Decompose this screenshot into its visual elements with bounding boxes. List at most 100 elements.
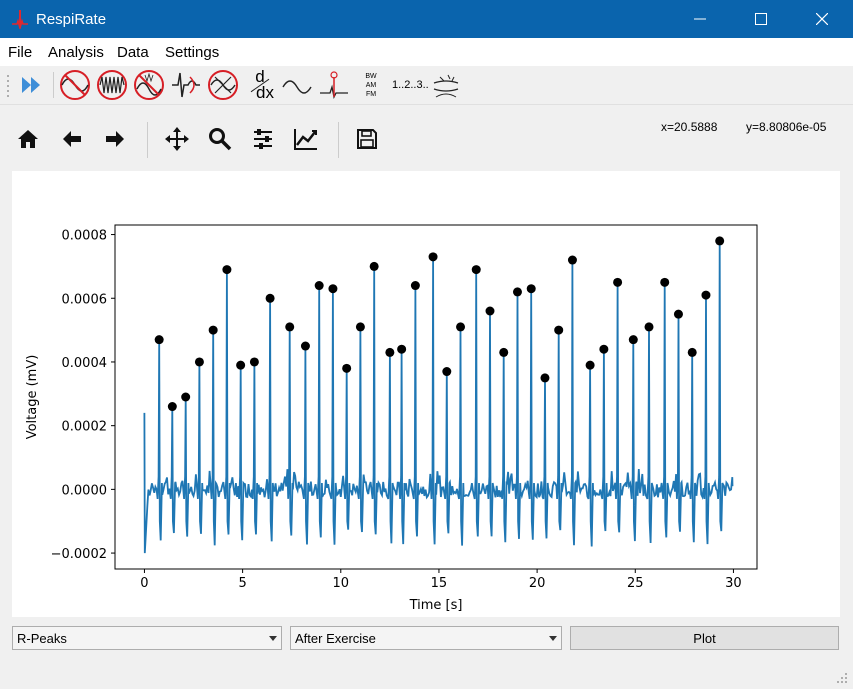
- navigation-toolbar: [0, 110, 853, 170]
- close-button[interactable]: [799, 0, 845, 38]
- minimize-button[interactable]: [677, 0, 723, 38]
- peak-marker-icon[interactable]: [318, 69, 350, 101]
- r-peak-marker: [540, 373, 550, 383]
- r-peak-marker: [300, 341, 310, 351]
- bw-am-fm-icon[interactable]: BW AM FM: [358, 69, 384, 101]
- am-label: AM: [365, 82, 377, 89]
- menu-file[interactable]: File: [8, 44, 33, 61]
- r-peak-marker: [687, 347, 697, 357]
- r-peak-marker: [456, 322, 466, 332]
- analysis-toolbar: d dx BW AM FM 1..2..3..: [0, 66, 853, 105]
- r-peak-marker: [599, 344, 609, 354]
- zoom-icon[interactable]: [205, 124, 235, 154]
- x-axis-label: Time [s]: [409, 598, 463, 613]
- x-tick-label: 25: [627, 576, 644, 591]
- y-tick-label: 0.0006: [62, 292, 108, 307]
- x-tick-label: 15: [431, 576, 448, 591]
- chevron-down-icon: [549, 636, 557, 641]
- plot-button[interactable]: Plot: [570, 626, 839, 650]
- r-peak-marker: [355, 322, 365, 332]
- plot-canvas[interactable]: 0 5 10 15 20 25 30 −0.0002 0.0000 0.0002 0.0004 0.…: [12, 171, 840, 617]
- r-peak-marker: [701, 290, 711, 300]
- r-peak-marker: [585, 360, 595, 370]
- r-peak-marker: [554, 325, 564, 335]
- r-peak-marker: [644, 322, 654, 332]
- r-peak-marker: [314, 281, 324, 291]
- x-tick-label: 20: [529, 576, 546, 591]
- noise-filter-icon[interactable]: [133, 69, 165, 101]
- y-coordinate-readout: y=8.80806e-05: [746, 120, 827, 134]
- fast-forward-icon[interactable]: [16, 69, 48, 101]
- home-icon[interactable]: [13, 124, 43, 154]
- y-tick-label: 0.0008: [62, 229, 108, 244]
- r-peak-marker: [567, 255, 577, 265]
- r-peak-marker: [181, 392, 191, 402]
- r-peak-marker: [397, 344, 407, 354]
- y-tick-label: −0.0002: [51, 547, 107, 562]
- app-icon: [12, 10, 28, 29]
- r-peak-marker: [194, 357, 204, 367]
- x-tick-label: 5: [238, 576, 246, 591]
- menu-data[interactable]: Data: [117, 44, 149, 61]
- maximize-button[interactable]: [738, 0, 784, 38]
- r-peak-marker: [265, 293, 275, 303]
- x-tick-label: 10: [333, 576, 350, 591]
- menu-analysis[interactable]: Analysis: [48, 44, 104, 61]
- edit-curves-icon[interactable]: [291, 124, 321, 154]
- ecg-chart[interactable]: 0 5 10 15 20 25 30 −0.0002 0.0000 0.0002 0.0004 0.…: [12, 171, 840, 617]
- r-peak-marker: [167, 402, 177, 412]
- r-peak-marker: [285, 322, 295, 332]
- r-peak-marker: [512, 287, 522, 297]
- r-peak-marker: [485, 306, 495, 316]
- menu-settings[interactable]: Settings: [165, 44, 220, 61]
- x-tick-label: 30: [725, 576, 742, 591]
- derivative-denominator: dx: [256, 83, 274, 102]
- r-peak-marker: [526, 284, 536, 294]
- r-peak-marker: [328, 284, 338, 294]
- r-peak-marker: [342, 363, 352, 373]
- pan-icon[interactable]: [162, 124, 192, 154]
- y-axis-label: Voltage (mV): [25, 355, 40, 440]
- count-label: 1..2..3..: [392, 79, 429, 91]
- r-peak-marker: [471, 265, 481, 275]
- resize-grip-icon[interactable]: [836, 672, 848, 684]
- dataset-select[interactable]: After Exercise: [290, 626, 562, 650]
- wave-x-icon[interactable]: [207, 69, 239, 101]
- r-peak-marker: [673, 309, 683, 319]
- maximize-icon: [755, 13, 767, 25]
- window-title: RespiRate: [36, 11, 107, 28]
- save-icon[interactable]: [352, 124, 382, 154]
- breathing-icon[interactable]: [430, 69, 462, 101]
- count-icon[interactable]: 1..2..3..: [392, 79, 429, 111]
- menu-bar: File Analysis Data Settings: [0, 38, 853, 66]
- close-icon: [816, 13, 828, 25]
- derivative-icon[interactable]: d dx: [244, 68, 276, 102]
- r-peak-marker: [428, 252, 438, 262]
- toolbar-grip[interactable]: [6, 73, 10, 99]
- configure-icon[interactable]: [248, 124, 278, 154]
- y-tick-label: 0.0000: [62, 483, 108, 498]
- forward-icon[interactable]: [100, 124, 130, 154]
- r-peak-marker: [499, 347, 509, 357]
- r-peak-marker: [208, 325, 218, 335]
- voltage-series-line: [143, 240, 734, 554]
- r-peak-marker: [249, 357, 259, 367]
- r-peak-marker: [236, 360, 246, 370]
- smooth-wave-icon[interactable]: [281, 69, 313, 101]
- back-icon[interactable]: [57, 124, 87, 154]
- r-peak-marker: [154, 335, 164, 345]
- minimize-icon: [694, 18, 706, 20]
- r-peak-marker: [369, 261, 379, 271]
- mode-select[interactable]: R-Peaks: [12, 626, 282, 650]
- chevron-down-icon: [269, 636, 277, 641]
- sine-filter-icon[interactable]: [59, 69, 91, 101]
- r-peak-marker: [628, 335, 638, 345]
- ecg-filter-icon[interactable]: [170, 69, 202, 101]
- dense-wave-filter-icon[interactable]: [96, 69, 128, 101]
- title-bar: RespiRate: [0, 0, 853, 38]
- r-peak-marker: [715, 236, 725, 246]
- r-peak-marker: [410, 281, 420, 291]
- r-peak-marker: [613, 277, 623, 287]
- r-peak-marker: [660, 277, 670, 287]
- y-tick-label: 0.0002: [62, 420, 108, 435]
